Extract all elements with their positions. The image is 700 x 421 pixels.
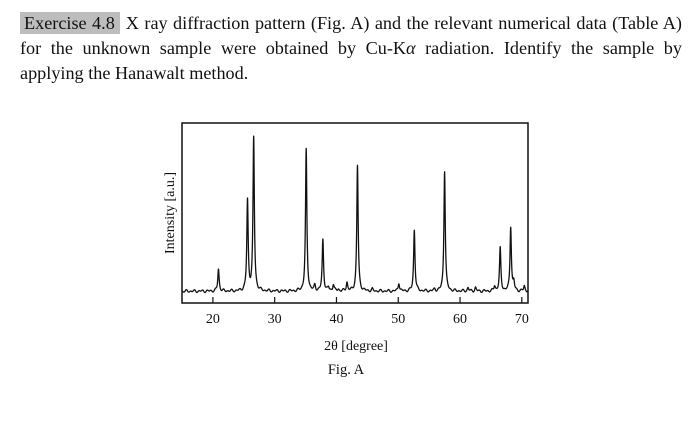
- exercise-paragraph: Exercise 4.8 X ray diffraction pattern (F…: [20, 11, 682, 86]
- x-tick-label: 60: [453, 312, 467, 327]
- x-axis-label: 2θ [degree]: [324, 339, 388, 354]
- y-axis-label: Intensity [a.u.]: [163, 172, 178, 254]
- x-tick-label: 70: [515, 312, 529, 327]
- exercise-text-before: X ray diffraction pattern (Fig. A) and t…: [20, 13, 682, 58]
- figure-caption: Fig. A: [328, 362, 365, 378]
- exercise-text-after: radiation. Identify the sample by applyi…: [20, 38, 682, 83]
- exercise-label: Exercise 4.8: [20, 12, 120, 34]
- x-tick-label: 40: [329, 312, 343, 327]
- plot-frame: [181, 122, 529, 304]
- diffraction-pattern-line: [181, 135, 529, 294]
- x-tick-label: 20: [206, 312, 220, 327]
- x-tick-label: 30: [268, 312, 282, 327]
- alpha-symbol: α: [406, 38, 416, 58]
- x-tick-label: 50: [391, 312, 405, 327]
